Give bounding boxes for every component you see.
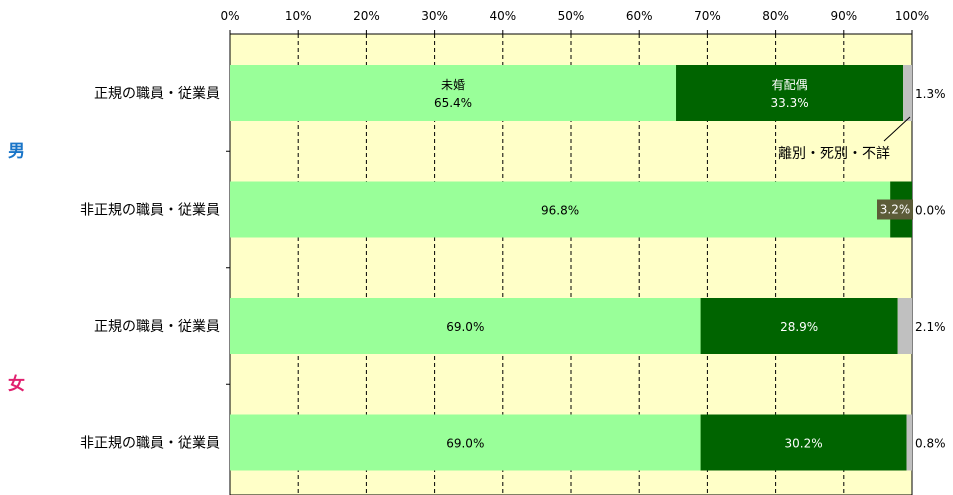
- x-axis-ticks: 0% 10% 20% 30% 40% 50% 60% 70% 80% 90% 100%: [220, 9, 929, 34]
- segment-label: 0.8%: [915, 437, 946, 451]
- segment-label: 1.3%: [915, 87, 946, 101]
- x-tick-label: 80%: [762, 9, 789, 23]
- series-name-label: 未婚: [441, 78, 465, 92]
- segment-label: 69.0%: [446, 437, 484, 451]
- segment-label: 69.0%: [446, 320, 484, 334]
- x-tick-label: 40%: [489, 9, 516, 23]
- segment-label: 0.0%: [915, 204, 946, 218]
- segment-label: 3.2%: [880, 203, 911, 217]
- x-tick-label: 90%: [830, 9, 857, 23]
- x-tick-label: 100%: [895, 9, 929, 23]
- category-label: 非正規の職員・従業員: [80, 203, 220, 219]
- x-tick-label: 20%: [353, 9, 380, 23]
- bar-segment-1: [700, 414, 907, 471]
- category-label: 非正規の職員・従業員: [80, 436, 220, 452]
- bar-segment-1: [700, 298, 898, 354]
- category-label: 正規の職員・従業員: [94, 319, 220, 335]
- callout-leader-line: [883, 116, 911, 142]
- bar-segment-0: [230, 298, 701, 354]
- bar-segment-1: [676, 65, 904, 121]
- callout-text: 離別・死別・不詳: [778, 145, 890, 162]
- bar-segment-0: [230, 65, 677, 121]
- x-tick-label: 30%: [421, 9, 448, 23]
- segment-label: 65.4%: [434, 96, 472, 110]
- segment-label: 28.9%: [780, 320, 818, 334]
- x-tick-label: 70%: [694, 9, 721, 23]
- segment-label: 2.1%: [915, 320, 946, 334]
- bar-segment-0: [230, 181, 891, 238]
- callout-annotation: 離別・死別・不詳: [778, 116, 911, 162]
- segment-label: 96.8%: [541, 204, 579, 218]
- bars: 未婚 65.4% 有配偶 33.3% 1.3% 96.8% 3.2% 0.0% 69.0% 28.…: [230, 65, 946, 471]
- segment-label-box: [877, 199, 913, 220]
- bar-segment-2: [897, 298, 912, 354]
- segment-label: 30.2%: [784, 437, 822, 451]
- bar-segment-2: [903, 65, 912, 121]
- bar-segment-0: [230, 414, 701, 471]
- x-tick-label: 50%: [558, 9, 585, 23]
- segment-label: 33.3%: [771, 96, 809, 110]
- category-label: 正規の職員・従業員: [94, 86, 220, 102]
- series-name-label: 有配偶: [772, 78, 808, 92]
- group-label: 女: [8, 373, 25, 394]
- group-label: 男: [8, 141, 25, 161]
- x-tick-label: 0%: [220, 9, 239, 23]
- x-tick-label: 60%: [626, 9, 653, 23]
- group-labels: 男女: [8, 141, 25, 394]
- x-tick-label: 10%: [285, 9, 312, 23]
- bar-segment-2: [906, 414, 912, 471]
